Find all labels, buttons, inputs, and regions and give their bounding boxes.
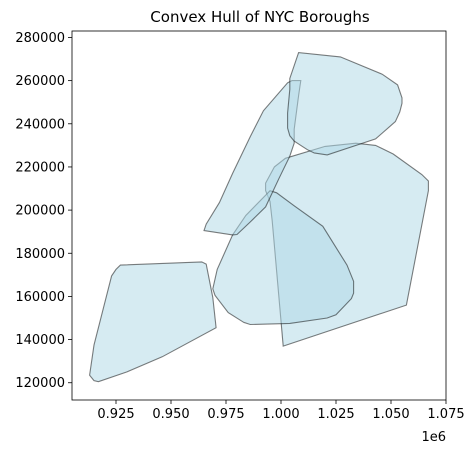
y-axis: 120000 140000 160000 180000 200000 220000 2400… xyxy=(15,31,72,391)
y-tick-label: 280000 xyxy=(15,31,65,46)
y-tick-label: 160000 xyxy=(15,290,65,305)
axes-frame xyxy=(71,30,447,401)
plot-area xyxy=(89,52,429,383)
hull-polygon-1 xyxy=(89,261,217,383)
x-tick-label: 0.925 xyxy=(97,407,134,422)
y-tick-label: 220000 xyxy=(15,160,65,175)
chart-title: Convex Hull of NYC Boroughs xyxy=(150,8,370,26)
x-tick-label: 1.050 xyxy=(372,407,409,422)
y-tick-label: 240000 xyxy=(15,117,65,132)
x-tick-label: 0.975 xyxy=(207,407,244,422)
y-tick-label: 180000 xyxy=(15,247,65,262)
hull-polygon-5 xyxy=(287,52,403,156)
x-tick-label: 1.025 xyxy=(317,407,354,422)
y-tick-label: 120000 xyxy=(15,376,65,391)
x-axis: 0.925 0.950 0.975 1.000 1.025 1.050 1.075 xyxy=(97,400,465,422)
x-tick-label: 1.000 xyxy=(262,407,299,422)
x-tick-label: 0.950 xyxy=(152,407,189,422)
y-tick-label: 140000 xyxy=(15,333,65,348)
x-axis-offset-label: 1e6 xyxy=(421,430,446,445)
y-tick-label: 200000 xyxy=(15,204,65,219)
x-tick-label: 1.075 xyxy=(427,407,464,422)
y-tick-label: 260000 xyxy=(15,74,65,89)
